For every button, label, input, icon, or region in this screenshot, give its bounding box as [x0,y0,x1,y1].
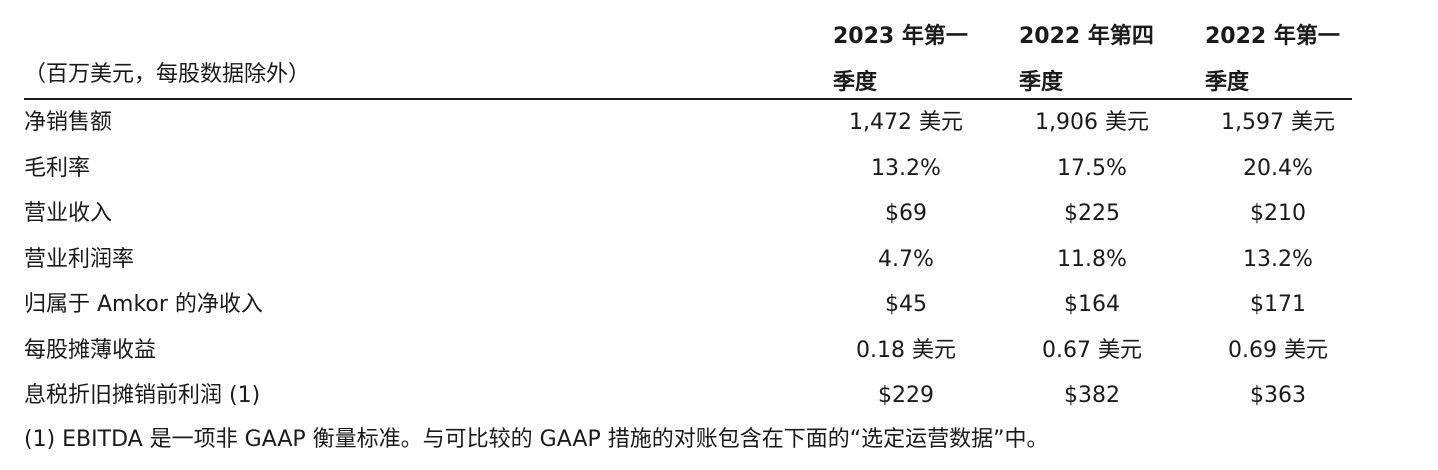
table-header: （百万美元，每股数据除外） 2023 年第一 季度 2022 年第四 季度 20… [24,0,1352,100]
table-cell: $69 [885,201,927,226]
table-cell: $382 [1064,383,1120,408]
table-cell: $363 [1250,383,1306,408]
table-cell: 20.4% [1243,155,1313,181]
column-header-line2: 季度 [833,70,878,95]
row-label: 营业利润率 [24,246,135,272]
table-cell: $210 [1250,201,1306,226]
table-cell: 13.2% [871,155,941,181]
table-row: 息税折旧摊销前利润 (1) $229 $382 $363 [24,373,1352,419]
table-cell: 1,906 美元 [1035,110,1149,135]
table-cell: 0.18 美元 [856,337,956,363]
table-row: 毛利率 13.2% 17.5% 20.4% [24,146,1352,192]
table-cell: $171 [1250,292,1306,317]
column-header-line2: 季度 [1019,70,1064,95]
table-row: 归属于 Amkor 的净收入 $45 $164 $171 [24,282,1352,328]
footnote: (1) EBITDA 是一项非 GAAP 衡量标准。与可比较的 GAAP 措施的… [24,427,1049,452]
column-header-line1: 2022 年第一 [1205,24,1340,49]
table-cell: 1,472 美元 [849,110,963,135]
table-cell: 17.5% [1057,155,1127,181]
table-cell: $164 [1064,292,1120,317]
table-row: 每股摊薄收益 0.18 美元 0.67 美元 0.69 美元 [24,328,1352,374]
row-label: 息税折旧摊销前利润 (1) [24,383,261,408]
table-cell: 4.7% [878,246,934,272]
row-label: 归属于 Amkor 的净收入 [24,292,263,317]
column-header-q1-2023: 2023 年第一 季度 [833,14,968,106]
column-header-line1: 2022 年第四 [1019,24,1154,49]
column-header-q4-2022: 2022 年第四 季度 [1019,14,1154,106]
column-header-line2: 季度 [1205,70,1250,95]
financial-summary-table: （百万美元，每股数据除外） 2023 年第一 季度 2022 年第四 季度 20… [24,0,1352,419]
row-label: 每股摊薄收益 [24,337,157,363]
row-label: 营业收入 [24,201,113,226]
table-cell: 0.69 美元 [1228,337,1328,363]
table-cell: $45 [885,292,927,317]
unit-note: （百万美元，每股数据除外） [24,62,311,87]
table-row: 营业利润率 4.7% 11.8% 13.2% [24,237,1352,283]
table-cell: 0.67 美元 [1042,337,1142,363]
table-cell: 1,597 美元 [1221,110,1335,135]
table-row: 净销售额 1,472 美元 1,906 美元 1,597 美元 [24,100,1352,146]
table-cell: 11.8% [1057,246,1127,272]
table-cell: $225 [1064,201,1120,226]
table-row: 营业收入 $69 $225 $210 [24,191,1352,237]
column-header-q1-2022: 2022 年第一 季度 [1205,14,1340,106]
column-header-line1: 2023 年第一 [833,24,968,49]
table-cell: $229 [878,383,934,408]
row-label: 毛利率 [24,155,91,181]
row-label: 净销售额 [24,110,113,135]
table-cell: 13.2% [1243,246,1313,272]
